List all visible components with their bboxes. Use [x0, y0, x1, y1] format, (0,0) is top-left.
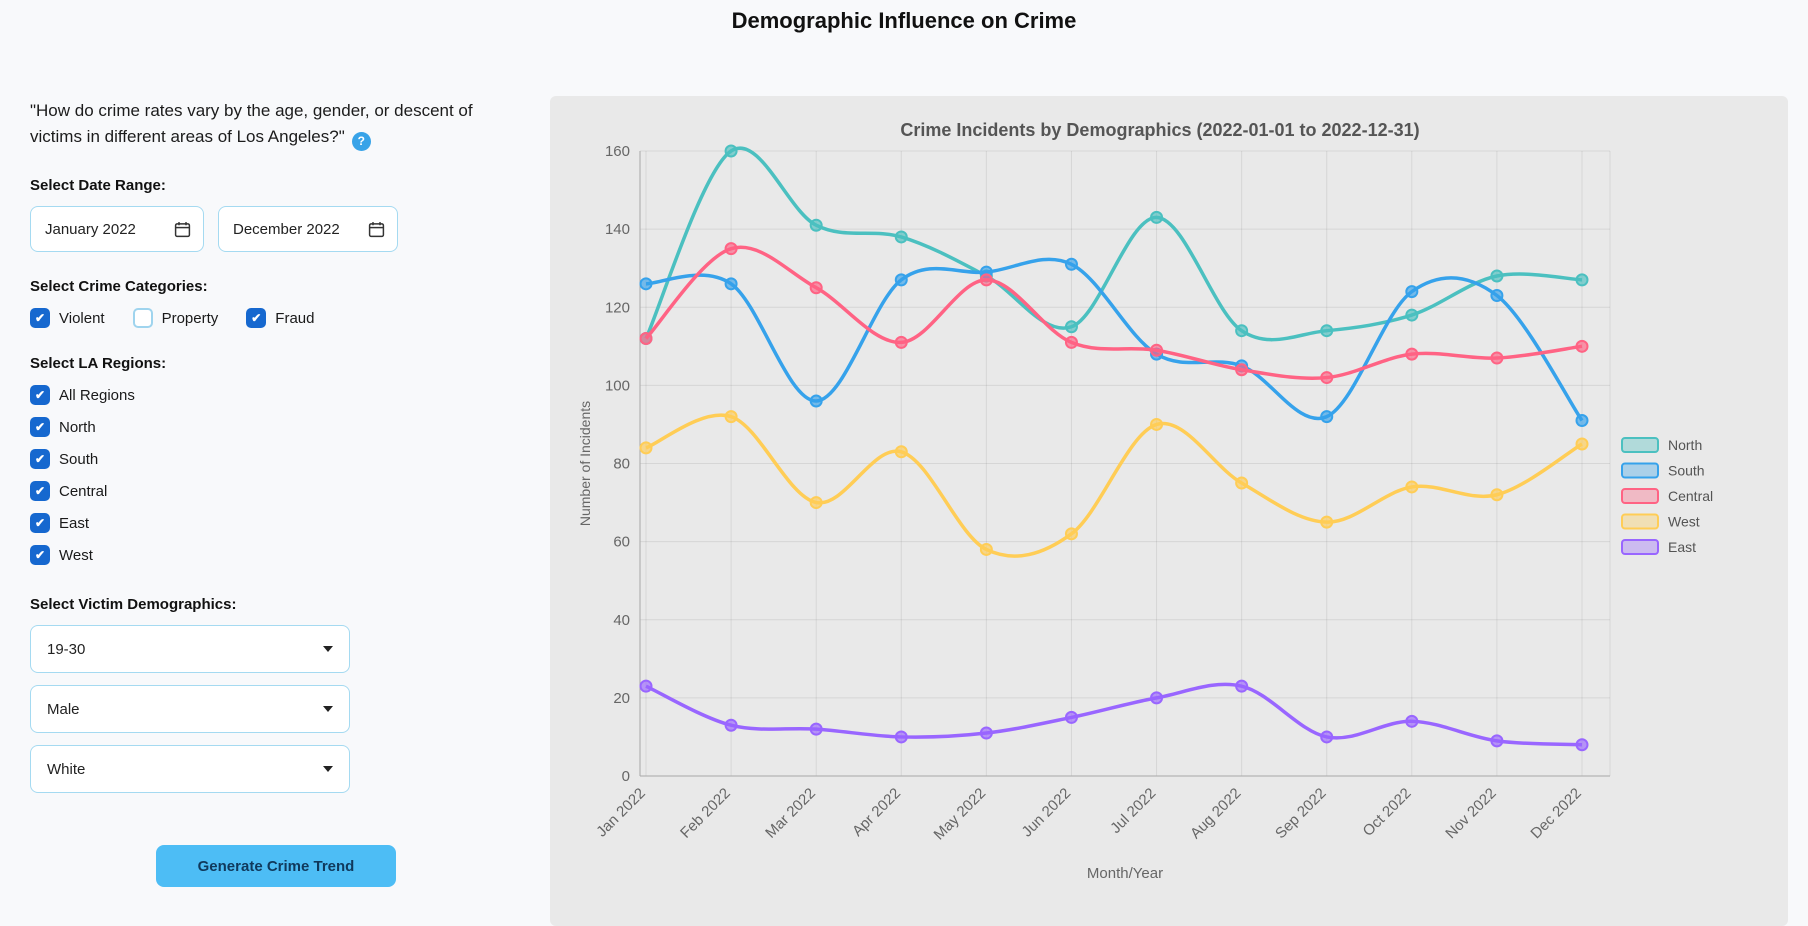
- svg-text:Aug 2022: Aug 2022: [1187, 785, 1244, 842]
- checkbox-icon[interactable]: [30, 308, 50, 329]
- checkbox-label: Violent: [59, 309, 105, 327]
- svg-text:Feb 2022: Feb 2022: [677, 785, 734, 842]
- start-date-value: January 2022: [45, 220, 136, 238]
- calendar-icon: [368, 221, 385, 237]
- checkbox-icon[interactable]: [30, 545, 50, 566]
- svg-text:South: South: [1668, 463, 1705, 479]
- crime-categories-label: Select Crime Categories:: [30, 278, 208, 296]
- age-select-value: 19-30: [47, 640, 86, 658]
- legend-item-south[interactable]: South: [1621, 462, 1705, 479]
- legend-item-central[interactable]: Central: [1621, 488, 1713, 504]
- checkbox-property[interactable]: Property: [132, 307, 219, 329]
- svg-text:60: 60: [613, 534, 630, 551]
- gender-select[interactable]: Male: [30, 685, 350, 734]
- svg-text:140: 140: [605, 221, 630, 238]
- checkbox-label: West: [59, 546, 93, 564]
- generate-crime-trend-button[interactable]: Generate Crime Trend: [156, 845, 396, 888]
- svg-text:East: East: [1668, 539, 1696, 555]
- checkbox-icon[interactable]: [30, 385, 50, 406]
- svg-text:North: North: [1668, 437, 1702, 453]
- svg-text:Jan 2022: Jan 2022: [593, 785, 649, 841]
- checkbox-west[interactable]: West: [30, 544, 530, 566]
- checkbox-icon[interactable]: [30, 513, 50, 534]
- series-south: [639, 257, 1589, 428]
- controls-sidebar: "How do crime rates vary by the age, gen…: [30, 98, 530, 888]
- checkbox-violent[interactable]: Violent: [30, 307, 105, 329]
- chart-panel: Crime Incidents by Demographics (2022-01…: [550, 96, 1788, 926]
- svg-text:0: 0: [622, 768, 630, 785]
- series-central: [639, 242, 1589, 385]
- svg-text:80: 80: [613, 456, 630, 473]
- date-range-label: Select Date Range:: [30, 177, 166, 195]
- svg-text:Number of Incidents: Number of Incidents: [577, 401, 593, 526]
- legend-item-north[interactable]: North: [1621, 437, 1702, 453]
- regions-group: All Regions North South Central East Wes…: [30, 384, 530, 566]
- checkbox-all-regions[interactable]: All Regions: [30, 384, 530, 406]
- checkbox-central[interactable]: Central: [30, 480, 530, 502]
- svg-text:Month/Year: Month/Year: [1087, 865, 1163, 882]
- demographics-label: Select Victim Demographics:: [30, 596, 237, 614]
- svg-text:Central: Central: [1668, 488, 1713, 504]
- checkbox-icon[interactable]: [30, 417, 50, 438]
- gender-select-value: Male: [47, 700, 80, 718]
- checkbox-label: North: [59, 418, 96, 436]
- checkbox-icon[interactable]: [30, 449, 50, 470]
- start-date-input[interactable]: January 2022: [30, 206, 204, 253]
- svg-text:Sep 2022: Sep 2022: [1272, 785, 1329, 842]
- checkbox-east[interactable]: East: [30, 512, 530, 534]
- svg-text:120: 120: [605, 299, 630, 316]
- svg-text:100: 100: [605, 377, 630, 394]
- checkbox-label: Central: [59, 482, 108, 500]
- svg-text:West: West: [1668, 514, 1700, 530]
- crime-incidents-chart: Crime Incidents by Demographics (2022-01…: [577, 120, 1713, 882]
- checkbox-label: Fraud: [275, 309, 315, 327]
- checkbox-label: Property: [161, 309, 219, 327]
- svg-text:Dec 2022: Dec 2022: [1527, 785, 1584, 842]
- research-question-text: "How do crime rates vary by the age, gen…: [30, 101, 473, 147]
- checkbox-south[interactable]: South: [30, 448, 530, 470]
- svg-text:20: 20: [613, 690, 630, 707]
- svg-text:Jun 2022: Jun 2022: [1019, 785, 1075, 841]
- help-icon[interactable]: ?: [351, 132, 371, 152]
- checkbox-north[interactable]: North: [30, 416, 530, 438]
- research-question: "How do crime rates vary by the age, gen…: [30, 98, 504, 152]
- chevron-down-icon: [323, 766, 333, 773]
- legend-item-east[interactable]: East: [1621, 539, 1696, 555]
- legend-item-west[interactable]: West: [1621, 513, 1700, 530]
- end-date-value: December 2022: [233, 220, 340, 238]
- checkbox-icon[interactable]: [246, 308, 267, 329]
- series-west: [639, 410, 1589, 558]
- crime-categories-group: Violent Property Fraud: [30, 307, 530, 329]
- svg-text:Mar 2022: Mar 2022: [762, 785, 819, 842]
- chevron-down-icon: [323, 646, 333, 653]
- descent-select[interactable]: White: [30, 745, 350, 794]
- svg-text:Oct 2022: Oct 2022: [1360, 785, 1415, 840]
- regions-label: Select LA Regions:: [30, 355, 167, 373]
- svg-text:40: 40: [613, 612, 630, 629]
- calendar-icon: [174, 221, 191, 237]
- svg-text:Jul 2022: Jul 2022: [1107, 785, 1159, 837]
- svg-text:160: 160: [605, 143, 630, 160]
- age-select[interactable]: 19-30: [30, 625, 350, 674]
- page-title: Demographic Influence on Crime: [731, 8, 1077, 33]
- checkbox-label: East: [59, 514, 90, 532]
- checkbox-icon[interactable]: [30, 481, 50, 502]
- svg-text:Crime Incidents by Demographic: Crime Incidents by Demographics (2022-01…: [900, 120, 1419, 140]
- svg-text:Apr 2022: Apr 2022: [849, 785, 904, 840]
- chevron-down-icon: [323, 706, 333, 713]
- checkbox-label: All Regions: [59, 386, 135, 404]
- series-east: [639, 679, 1589, 752]
- end-date-input[interactable]: December 2022: [218, 206, 398, 253]
- checkbox-fraud[interactable]: Fraud: [246, 307, 314, 329]
- checkbox-icon[interactable]: [132, 308, 153, 329]
- svg-text:May 2022: May 2022: [931, 785, 990, 844]
- descent-select-value: White: [47, 760, 86, 778]
- series-north: [639, 144, 1589, 345]
- svg-text:Nov 2022: Nov 2022: [1442, 785, 1499, 842]
- checkbox-label: South: [59, 450, 99, 468]
- date-range-row: January 2022 December 2022: [30, 206, 530, 253]
